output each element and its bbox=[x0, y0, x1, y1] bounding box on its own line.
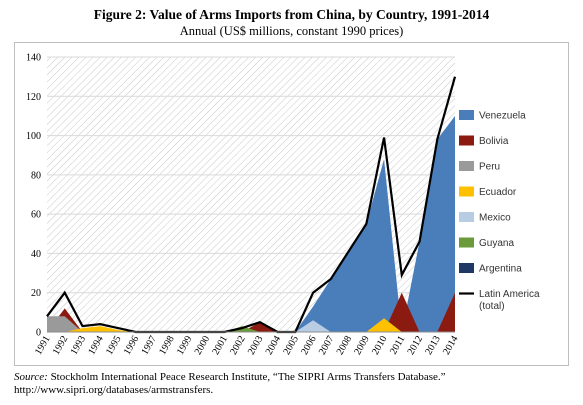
legend-swatch-peru bbox=[459, 161, 474, 171]
y-tick-label: 40 bbox=[31, 249, 41, 260]
x-tick-label: 2007 bbox=[317, 334, 337, 357]
area-ecuador bbox=[47, 318, 455, 332]
source-note: Source: Stockholm International Peace Re… bbox=[14, 371, 574, 397]
legend-label-bolivia: Bolivia bbox=[479, 136, 509, 147]
legend-label-venezuela: Venezuela bbox=[479, 111, 526, 122]
x-tick-label: 2013 bbox=[423, 334, 443, 357]
legend-label-guyana: Guyana bbox=[479, 238, 514, 249]
x-tick-label: 2012 bbox=[406, 334, 426, 357]
legend-label-mexico: Mexico bbox=[479, 213, 511, 224]
legend-label-latin-america-total: (total) bbox=[479, 301, 505, 312]
chart-frame: 0 20 40 60 80 100 120 140 1991 1992 1993 1994 1995 19… bbox=[14, 42, 569, 366]
legend-swatch-bolivia bbox=[459, 135, 474, 146]
chart-subtitle: Annual (US$ millions, constant 1990 pric… bbox=[179, 24, 404, 38]
legend-label-ecuador: Ecuador bbox=[479, 187, 517, 198]
source-label: Source: bbox=[14, 371, 48, 383]
area-venezuela bbox=[47, 115, 455, 332]
source-url[interactable]: http://www.sipri.org/databases/armstrans… bbox=[14, 384, 214, 396]
area-chart: 0204060801001201401991199219931994199519… bbox=[26, 53, 540, 357]
area-guyana bbox=[47, 326, 455, 332]
y-tick-label: 120 bbox=[26, 92, 41, 103]
source-text: Stockholm International Peace Research I… bbox=[47, 371, 446, 383]
x-tick-label: 2002 bbox=[228, 334, 248, 357]
legend-swatch-mexico bbox=[459, 212, 474, 222]
x-tick-label: 1993 bbox=[69, 334, 89, 357]
y-tick-label: 80 bbox=[31, 170, 41, 181]
x-tick-label: 1992 bbox=[51, 334, 71, 357]
legend-swatch-ecuador bbox=[459, 186, 474, 197]
legend-label-argentina: Argentina bbox=[479, 264, 522, 275]
legend-label-peru: Peru bbox=[479, 162, 500, 173]
x-tick-label: 2004 bbox=[264, 334, 284, 357]
x-tick-label: 2000 bbox=[193, 334, 213, 357]
x-tick-label: 2006 bbox=[299, 334, 319, 357]
x-tick-label: 2011 bbox=[388, 334, 407, 357]
legend-swatch-guyana bbox=[459, 237, 474, 248]
chart-title: Figure 2: Value of Arms Imports from Chi… bbox=[93, 7, 490, 22]
x-tick-label: 1998 bbox=[157, 334, 177, 357]
line-latin-america-total bbox=[46, 76, 457, 334]
y-tick-label: 0 bbox=[36, 328, 41, 339]
y-tick-label: 140 bbox=[26, 53, 41, 64]
x-tick-label: 1995 bbox=[104, 334, 124, 357]
x-tick-label: 2010 bbox=[370, 334, 390, 357]
y-tick-label: 100 bbox=[26, 131, 41, 142]
x-tick-label: 2001 bbox=[210, 334, 230, 357]
x-tick-label: 1996 bbox=[122, 334, 142, 357]
x-tick-label: 2005 bbox=[281, 334, 301, 357]
legend-swatch-venezuela bbox=[459, 110, 474, 120]
area-bolivia bbox=[47, 292, 455, 332]
x-tick-label: 2003 bbox=[246, 334, 266, 357]
y-tick-label: 20 bbox=[31, 288, 41, 299]
x-tick-label: 1999 bbox=[175, 334, 195, 357]
x-tick-label: 2008 bbox=[335, 334, 355, 357]
x-tick-label: 2009 bbox=[352, 334, 372, 357]
x-tick-label: 1994 bbox=[86, 334, 106, 357]
y-tick-label: 60 bbox=[31, 210, 41, 221]
legend-label-latin-america-total: Latin America bbox=[479, 289, 540, 300]
x-tick-label: 1997 bbox=[140, 334, 160, 357]
legend-swatch-argentina bbox=[459, 263, 474, 273]
x-tick-label: 2014 bbox=[441, 334, 461, 357]
